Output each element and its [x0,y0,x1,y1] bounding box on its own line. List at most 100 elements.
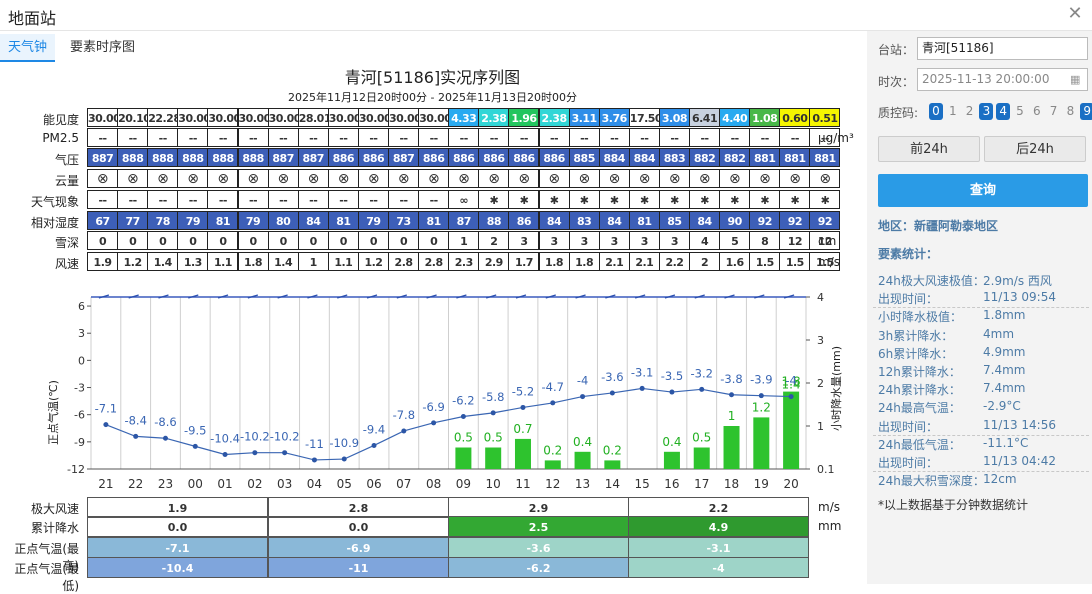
cell-7-11: 0 [388,231,420,250]
temperature-point [669,389,675,395]
cell-4-17: ⊗ [568,169,600,188]
precip-bar-label: 0.4 [662,435,681,449]
stat-divider [873,434,1089,436]
prev-24h-button[interactable]: 前24h [878,136,980,162]
cell-1-16: 2.38 [538,108,570,127]
cell-1-20: 3.08 [658,108,690,127]
cell-3-1: 887 [87,148,119,167]
x-tick-label: 07 [396,477,411,491]
precip-bar-label: 0.5 [454,431,473,445]
tab-element-timeseries[interactable]: 要素时序图 [70,40,136,55]
qc-code-5[interactable]: 5 [1016,104,1024,118]
tab-weather-clock[interactable]: 天气钟 [0,34,56,62]
qc-code-9[interactable]: 9 [1080,103,1092,120]
cell-4-21: ⊗ [689,169,721,188]
cell-1-17: 3.11 [568,108,600,127]
cell-7-4: 0 [177,231,209,250]
cell-4-14: ⊗ [478,169,510,188]
cell-1-18: 3.76 [598,108,630,127]
wind-barb-icon [515,294,527,299]
x-tick-label: 16 [664,477,679,491]
stat-key: 出现时间： [878,456,939,470]
temperature-line [105,387,792,461]
precip-bar [723,426,740,469]
temperature-label: -7.1 [95,402,117,416]
cell-7-6: 0 [237,231,269,250]
precip-bar-label: 0.2 [603,443,622,457]
stat-key: 24h最大积雪深度： [878,474,985,489]
close-icon[interactable]: ✕ [1067,3,1083,24]
cell-1-22: 4.40 [719,108,751,127]
query-button[interactable]: 查询 [878,174,1088,207]
summary-cell: 1.9 [87,497,268,518]
cell-5-12: -- [418,190,450,209]
station-label: 台站： [878,43,915,57]
cell-4-19: ⊗ [628,169,660,188]
cell-7-25: 12 [809,231,841,250]
cell-1-2: 20.10 [117,108,149,127]
qc-code-3[interactable]: 3 [979,103,994,120]
qc-code-0[interactable]: 0 [929,103,943,120]
temperature-label: -5.8 [482,390,504,404]
cell-2-11: -- [388,128,420,147]
qc-code-4[interactable]: 4 [996,103,1011,120]
y-right-tick-label: 3 [817,334,824,347]
cell-3-15: 886 [508,148,540,167]
wind-barb-icon [188,294,199,299]
x-tick-label: 23 [158,477,173,491]
wind-barb-icon [783,294,795,299]
cell-7-24: 12 [779,231,811,250]
cell-6-14: 88 [478,211,510,230]
cell-8-9: 1.1 [327,252,359,271]
qc-code-8[interactable]: 8 [1066,104,1075,118]
cell-4-16: ⊗ [538,169,570,188]
cell-5-24: ✱ [779,190,811,209]
next-24h-button[interactable]: 后24h [984,136,1086,162]
temperature-label: -9.4 [363,422,385,436]
station-input[interactable]: 青河[51186] [917,37,1088,60]
time-input[interactable]: 2025-11-13 20:00:00 ▦ [917,68,1088,91]
cell-6-19: 81 [628,211,660,230]
cell-2-4: -- [177,128,209,147]
cell-2-2: -- [117,128,149,147]
cell-8-7: 1.4 [267,252,299,271]
stat-key: 24h最高气温： [878,401,961,416]
row-unit: cm [818,234,837,248]
summary-cell: 2.9 [448,497,629,518]
row-label: 天气现象 [30,195,79,209]
cell-6-5: 81 [207,211,239,230]
cell-1-9: 30.00 [327,108,359,127]
cell-2-24: -- [779,128,811,147]
cell-5-9: -- [327,190,359,209]
cell-7-15: 3 [508,231,540,250]
qc-code-1[interactable]: 1 [948,104,957,118]
cell-2-18: -- [598,128,630,147]
cell-2-15: -- [508,128,540,147]
temperature-label: -4.7 [542,380,564,394]
dialog-header: 地面站 ✕ [0,0,1092,31]
precip-bar [693,447,710,469]
qc-code-6[interactable]: 6 [1032,104,1041,118]
wind-barb-icon [158,294,169,299]
cell-2-10: -- [357,128,389,147]
cell-6-16: 84 [538,211,570,230]
cell-5-2: -- [117,190,149,209]
temperature-label: -10.2 [240,430,270,444]
row-label: 雪深 [54,236,79,250]
temperature-label: -5.2 [512,384,534,398]
cell-7-19: 3 [628,231,660,250]
stat-value: 11/13 04:42 [983,454,1056,468]
cell-8-2: 1.2 [117,252,149,271]
qc-code-2[interactable]: 2 [965,104,974,118]
cell-8-25: 1.5 [809,252,841,271]
cell-7-23: 8 [749,231,781,250]
cell-6-9: 81 [327,211,359,230]
x-tick-label: 01 [217,477,232,491]
temperature-point [699,386,705,392]
x-tick-label: 05 [337,477,352,491]
qc-code-7[interactable]: 7 [1049,104,1058,118]
cell-1-11: 30.00 [388,108,420,127]
cell-1-19: 17.50 [628,108,660,127]
calendar-icon[interactable]: ▦ [1070,73,1081,86]
row-label: 能见度 [42,113,79,127]
